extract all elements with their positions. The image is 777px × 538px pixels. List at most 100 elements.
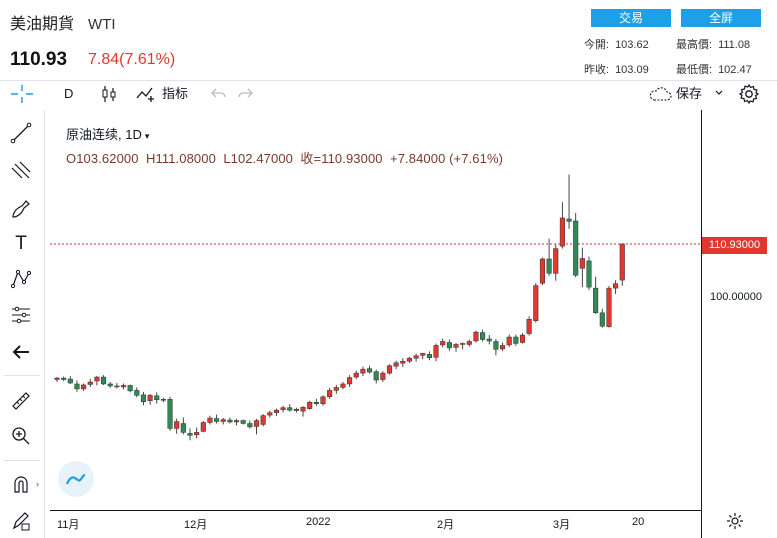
candle-up bbox=[260, 415, 266, 425]
candle-up bbox=[340, 383, 346, 388]
redo-icon[interactable] bbox=[236, 85, 254, 105]
toolbar-divider bbox=[0, 80, 777, 81]
prev-label: 昨收: bbox=[584, 64, 610, 76]
candle-down bbox=[134, 390, 140, 396]
candle-up bbox=[453, 344, 459, 348]
candle-down bbox=[180, 423, 186, 433]
undo-icon[interactable] bbox=[210, 85, 228, 105]
candle-up bbox=[539, 258, 545, 284]
candle-up bbox=[353, 372, 359, 378]
candle-down bbox=[599, 312, 605, 327]
candle-down bbox=[313, 401, 319, 404]
fullscreen-button[interactable]: 全屏 bbox=[681, 9, 761, 27]
candle-up bbox=[413, 355, 419, 359]
candle-down bbox=[167, 399, 173, 429]
lock-drawings-icon[interactable] bbox=[8, 508, 34, 534]
text-tool-icon[interactable]: T bbox=[15, 233, 27, 254]
candles-group bbox=[54, 174, 625, 441]
drawing-toolbar: T bbox=[0, 110, 45, 538]
candle-up bbox=[440, 341, 446, 346]
x-tick-label: 3月 bbox=[553, 519, 571, 531]
open-label: 今開: bbox=[584, 39, 610, 51]
interval-button[interactable]: D bbox=[64, 86, 74, 101]
back-arrow-icon[interactable] bbox=[8, 339, 34, 365]
candle-up bbox=[400, 360, 406, 364]
candle-up bbox=[174, 421, 180, 429]
candle-up bbox=[526, 318, 532, 334]
price-axis-border bbox=[701, 110, 702, 538]
pattern-icon[interactable] bbox=[8, 266, 34, 292]
candlestick-chart[interactable] bbox=[50, 110, 702, 510]
magnet-icon[interactable] bbox=[8, 472, 34, 498]
candle-up bbox=[54, 377, 60, 380]
candle-down bbox=[287, 407, 293, 411]
candle-up bbox=[386, 365, 393, 374]
candle-down bbox=[586, 260, 592, 288]
candle-up bbox=[420, 353, 426, 356]
candle-down bbox=[227, 419, 233, 423]
time-axis-border bbox=[50, 510, 702, 511]
fib-tool-icon[interactable] bbox=[8, 158, 34, 184]
candle-up bbox=[393, 362, 399, 367]
candle-down bbox=[446, 342, 452, 349]
x-tick-label: 2022 bbox=[306, 516, 331, 528]
candle-up bbox=[207, 417, 213, 423]
brush-icon[interactable] bbox=[8, 196, 34, 222]
expand-toolbar-icon[interactable]: › bbox=[36, 479, 39, 489]
candle-down bbox=[486, 338, 492, 342]
candle-up bbox=[94, 376, 100, 382]
candle-up bbox=[553, 248, 559, 274]
x-tick-label: 12月 bbox=[184, 519, 208, 531]
zoom-in-icon[interactable] bbox=[8, 423, 34, 449]
indicators-button[interactable]: 指标 bbox=[162, 86, 189, 101]
candle-up bbox=[194, 432, 200, 436]
candle-down bbox=[373, 371, 379, 381]
indicators-icon[interactable] bbox=[136, 85, 158, 105]
low-label: 最低價: bbox=[676, 64, 713, 76]
cloud-icon[interactable] bbox=[648, 86, 672, 106]
candle-down bbox=[480, 332, 486, 340]
candle-up bbox=[506, 336, 512, 346]
tool-divider bbox=[4, 375, 40, 376]
chevron-down-icon[interactable] bbox=[714, 85, 724, 105]
gear-icon[interactable] bbox=[738, 83, 760, 105]
candle-up bbox=[273, 409, 279, 413]
candle-down bbox=[74, 383, 80, 390]
candle-up bbox=[320, 396, 326, 404]
candle-down bbox=[107, 383, 113, 387]
crosshair-icon[interactable] bbox=[8, 84, 36, 104]
candle-up bbox=[619, 243, 625, 281]
high-value: 111.08 bbox=[718, 39, 751, 51]
trend-line-icon[interactable] bbox=[8, 120, 34, 146]
candle-up bbox=[466, 341, 472, 345]
prev-close-stat: 昨收: 103.09 bbox=[584, 61, 649, 77]
candle-up bbox=[406, 358, 412, 362]
candle-down bbox=[67, 378, 73, 384]
candle-type-icon[interactable] bbox=[100, 85, 118, 105]
ruler-icon[interactable] bbox=[8, 388, 34, 414]
last-price: 110.93 bbox=[10, 49, 68, 70]
tradingview-logo-icon bbox=[58, 461, 94, 497]
candle-up bbox=[606, 287, 612, 327]
trade-button[interactable]: 交易 bbox=[591, 9, 671, 27]
chevron-down-icon[interactable]: ▾ bbox=[144, 131, 150, 141]
candle-up bbox=[280, 407, 286, 410]
x-tick-label: 11月 bbox=[57, 519, 80, 531]
forecast-icon[interactable] bbox=[8, 302, 34, 328]
candle-down bbox=[493, 341, 499, 350]
candle-down bbox=[240, 420, 246, 424]
open-value: 103.62 bbox=[615, 39, 649, 51]
candle-up bbox=[519, 334, 526, 343]
candle-down bbox=[114, 385, 120, 388]
tool-divider bbox=[4, 460, 40, 461]
candle-up bbox=[307, 401, 313, 409]
candle-down bbox=[593, 287, 599, 314]
candle-down bbox=[187, 433, 193, 436]
candle-down bbox=[566, 218, 572, 222]
ohlc-readout: O103.62000 H111.08000 L102.47000 收=110.9… bbox=[66, 151, 504, 166]
chart-settings-icon[interactable] bbox=[726, 512, 744, 535]
save-button[interactable]: 保存 bbox=[676, 86, 703, 101]
candle-down bbox=[61, 377, 67, 380]
candle-up bbox=[300, 406, 306, 412]
candle-up bbox=[533, 285, 539, 321]
